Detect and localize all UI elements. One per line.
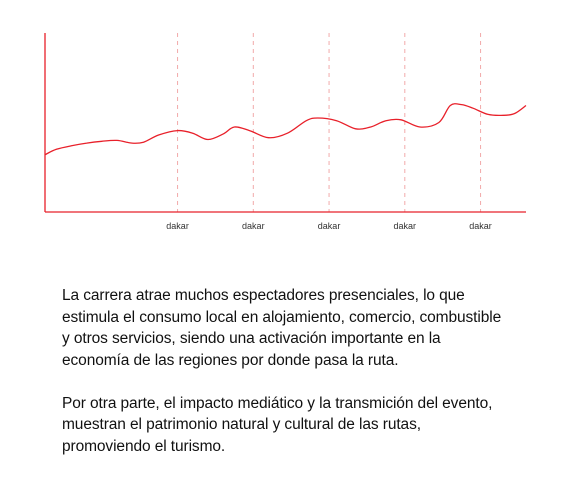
- paragraph-2: Por otra parte, el impacto mediático y l…: [62, 394, 493, 455]
- x-tick-label: dakar: [394, 221, 417, 231]
- series-line: [44, 103, 527, 156]
- x-tick-label: dakar: [318, 221, 341, 231]
- line-chart: dakar dakar dakar dakar dakar: [44, 33, 527, 231]
- x-tick-label: dakar: [469, 221, 492, 231]
- vertical-guides: [177, 33, 482, 212]
- x-tick-label: dakar: [166, 221, 189, 231]
- x-tick-labels: dakar dakar dakar dakar dakar: [166, 221, 492, 231]
- description-text: La carrera atrae muchos espectadores pre…: [62, 285, 512, 457]
- paragraph-1: La carrera atrae muchos espectadores pre…: [62, 287, 502, 369]
- x-tick-label: dakar: [242, 221, 265, 231]
